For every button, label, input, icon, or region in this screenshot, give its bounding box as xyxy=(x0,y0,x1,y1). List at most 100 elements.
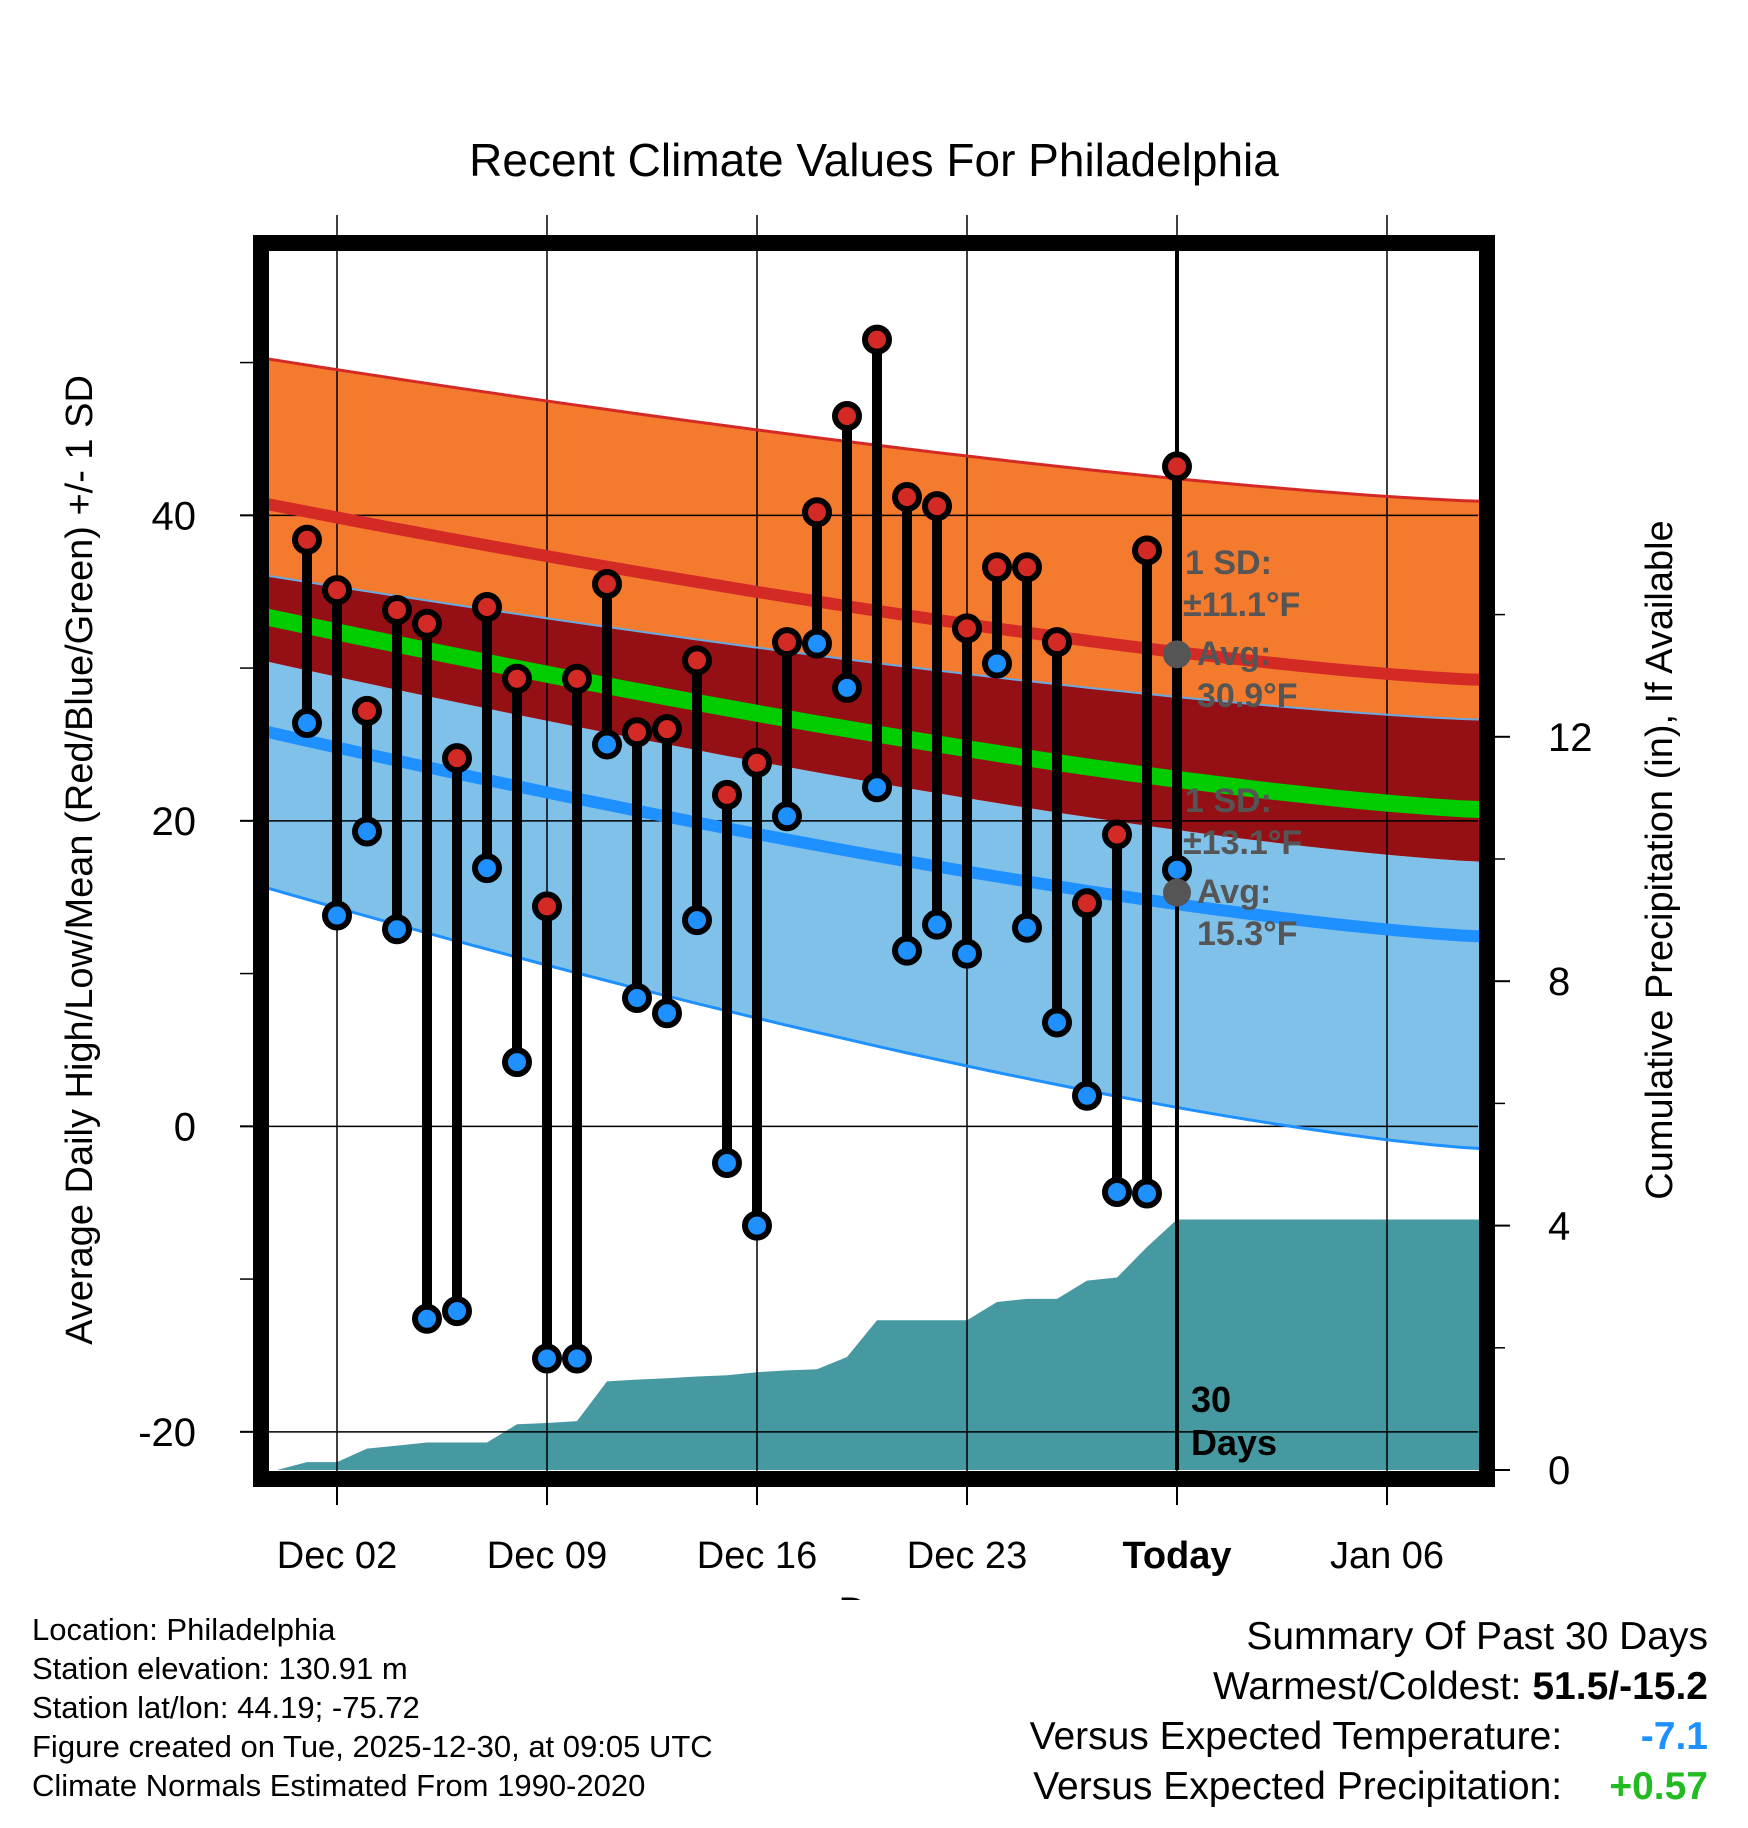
daily-high-point xyxy=(802,497,832,528)
summary-temp-row: Versus Expected Temperature: -7.1 xyxy=(808,1712,1708,1762)
y2-tick-label: 0 xyxy=(1548,1449,1570,1493)
daily-low-point xyxy=(562,1343,592,1374)
high-sd-value: ±11.1°F xyxy=(1183,586,1300,624)
y-axis-label: Average Daily High/Low/Mean (Red/Blue/Gr… xyxy=(59,375,101,1345)
daily-low-point xyxy=(832,672,862,703)
low-sd-band xyxy=(262,660,1492,1150)
daily-high-point xyxy=(652,714,682,745)
axes: Dec 02 Dec 09 Dec 16 Dec 23 Today Jan 0640200… xyxy=(138,361,1593,1577)
station-info: Location: Philadelphia Station elevation… xyxy=(32,1610,713,1805)
daily-high-point xyxy=(352,695,382,726)
low-mean-line xyxy=(260,724,1493,943)
climate-chart: 1 SD: ±11.1°F Avg: 30.9°F 1 SD: ±13.1°F Avg: 15… xyxy=(59,134,1681,1600)
latlon-text: Station lat/lon: 44.19; -75.72 xyxy=(32,1690,420,1725)
daily-low-point xyxy=(802,628,832,659)
daily-high-point xyxy=(532,891,562,922)
x-tick-label: Dec 02 xyxy=(277,1535,397,1577)
daily-high-point xyxy=(892,481,922,512)
daily-high-point xyxy=(502,663,532,694)
summary-title: Summary Of Past 30 Days xyxy=(1246,1615,1708,1658)
daily-low-point xyxy=(1012,912,1042,943)
daily-high-point xyxy=(922,491,952,522)
daily-low-point xyxy=(292,708,322,739)
high-sd-label: 1 SD: xyxy=(1185,544,1272,582)
daily-high-point xyxy=(562,663,592,694)
daily-low-point xyxy=(1132,1178,1162,1209)
daily-low-point xyxy=(1102,1176,1132,1207)
daily-high-point xyxy=(742,747,772,778)
daily-high-point xyxy=(1042,627,1072,658)
daily-high-point xyxy=(592,569,622,600)
x-tick-label: Today xyxy=(1122,1535,1231,1577)
high-avg-value: 30.9°F xyxy=(1197,677,1298,715)
y2-axis-label: Cumulative Precipitation (in), If Availa… xyxy=(1639,520,1681,1199)
daily-high-point xyxy=(1012,552,1042,583)
daily-low-point xyxy=(982,648,1012,679)
daily-high-point xyxy=(292,524,322,555)
daily-high-point xyxy=(1102,819,1132,850)
daily-high-point xyxy=(712,779,742,810)
normals-text: Climate Normals Estimated From 1990-2020 xyxy=(32,1768,646,1803)
precip-anomaly-value: +0.57 xyxy=(1609,1765,1708,1808)
daily-low-point xyxy=(442,1296,472,1327)
daily-low-point xyxy=(952,938,982,969)
daily-low-point xyxy=(922,909,952,940)
y2-tick-label: 12 xyxy=(1548,716,1593,760)
daily-low-point xyxy=(712,1147,742,1178)
daily-low-point xyxy=(682,905,712,936)
summary-warmest-row: Warmest/Coldest: 51.5/-15.2 xyxy=(808,1662,1708,1712)
daily-high-point xyxy=(1162,451,1192,482)
daily-low-point xyxy=(1042,1007,1072,1038)
daily-high-point xyxy=(622,717,652,748)
daily-low-point xyxy=(862,772,892,803)
chart-title: Recent Climate Values For Philadelphia xyxy=(469,134,1279,186)
daily-high-point xyxy=(862,324,892,355)
precip-cumulative-area xyxy=(262,1219,1492,1470)
days-number: 30 xyxy=(1191,1379,1231,1420)
daily-high-point xyxy=(412,608,442,639)
location-text: Location: Philadelphia xyxy=(32,1612,336,1647)
created-text: Figure created on Tue, 2025-12-30, at 09… xyxy=(32,1729,713,1764)
warmest-label: Warmest/Coldest: xyxy=(1213,1665,1522,1708)
daily-high-point xyxy=(952,613,982,644)
y-tick-label: 40 xyxy=(152,494,197,538)
daily-low-point xyxy=(322,900,352,931)
x-tick-label: Dec 09 xyxy=(487,1535,607,1577)
temp-anomaly-value: -7.1 xyxy=(1640,1715,1708,1758)
daily-points xyxy=(292,324,1192,1374)
elevation-text: Station elevation: 130.91 m xyxy=(32,1651,408,1686)
daily-low-point xyxy=(772,801,802,832)
y-tick-label: 20 xyxy=(152,800,197,844)
daily-low-point xyxy=(382,914,412,945)
daily-high-point xyxy=(322,575,352,606)
annotations: 1 SD: ±11.1°F Avg: 30.9°F 1 SD: ±13.1°F Avg: 15… xyxy=(1163,544,1302,1463)
low-avg-value: 15.3°F xyxy=(1197,915,1298,953)
plot-frame xyxy=(253,235,1495,1487)
daily-high-point xyxy=(772,627,802,658)
daily-high-point xyxy=(382,595,412,626)
summary-precip-row: Versus Expected Precipitation: +0.57 xyxy=(808,1762,1708,1812)
high-avg-marker xyxy=(1163,640,1191,669)
daily-low-point xyxy=(352,816,382,847)
days-label: Days xyxy=(1191,1422,1277,1463)
summary-panel: Summary Of Past 30 Days Warmest/Coldest:… xyxy=(808,1612,1708,1812)
y2-tick-label: 4 xyxy=(1548,1205,1570,1249)
low-lower-line xyxy=(261,885,1493,1151)
low-sd-value: ±13.1°F xyxy=(1183,824,1302,862)
y-tick-label: -20 xyxy=(138,1411,196,1455)
low-avg-marker xyxy=(1163,878,1191,907)
high-avg-label: Avg: xyxy=(1197,635,1271,673)
x-tick-label: Jan 06 xyxy=(1330,1535,1444,1577)
daily-low-point xyxy=(1072,1080,1102,1111)
daily-low-point xyxy=(472,853,502,884)
daily-high-point xyxy=(982,552,1012,583)
y2-tick-label: 8 xyxy=(1548,960,1570,1004)
daily-low-point xyxy=(742,1210,772,1241)
daily-low-point xyxy=(652,998,682,1029)
plot-border xyxy=(253,235,1495,1487)
low-avg-label: Avg: xyxy=(1197,873,1271,911)
daily-high-point xyxy=(472,591,502,622)
daily-low-point xyxy=(892,935,922,966)
warmest-value: 51.5/-15.2 xyxy=(1532,1665,1708,1708)
x-tick-label: Dec 23 xyxy=(907,1535,1027,1577)
